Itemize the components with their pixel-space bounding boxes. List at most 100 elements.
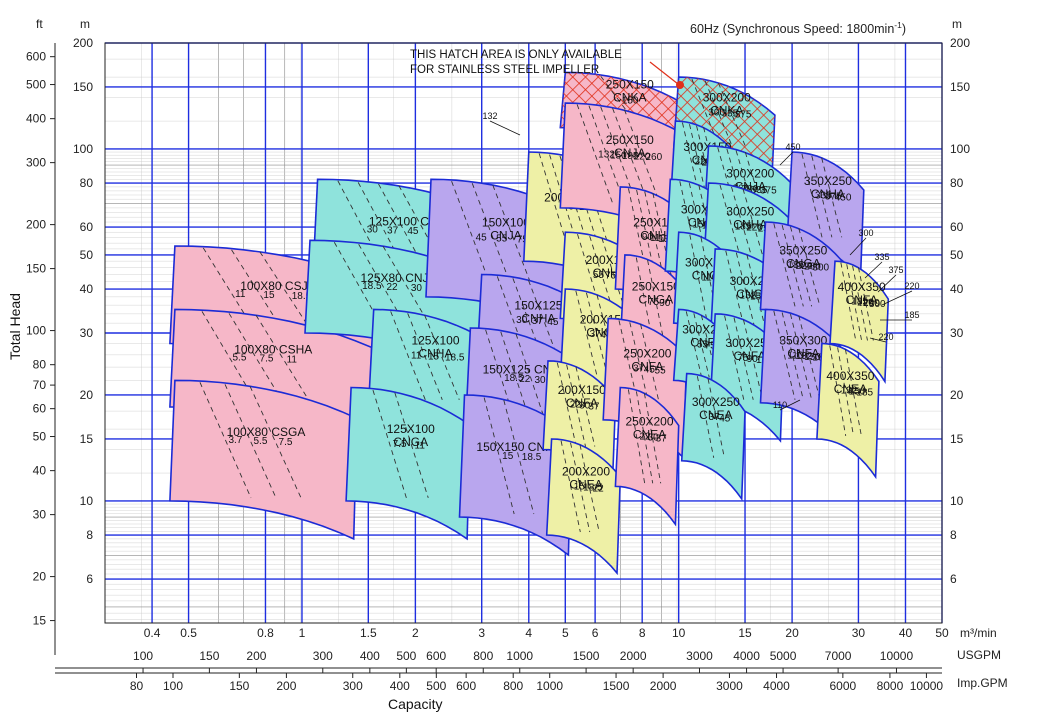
- impeller-size-line: [704, 80, 733, 147]
- usgpm-tick-label: 150: [199, 649, 219, 663]
- region-model-label: 200X200: [562, 465, 610, 479]
- impeller-size-label: 150: [804, 352, 821, 363]
- impeller-size-label: 7.5: [279, 437, 293, 448]
- ft-tick-label: 40: [33, 464, 47, 478]
- impeller-size-label: 150: [622, 95, 639, 106]
- region-model-label: 125X100: [387, 422, 435, 436]
- impeller-size-label: 150: [849, 387, 866, 398]
- impeller-size-label: 90: [747, 354, 759, 365]
- y-tick-m-left: 100: [73, 142, 93, 156]
- impeller-size-label: 132: [740, 291, 757, 302]
- impeller-size-line: [643, 393, 662, 484]
- impeller-size-label: 45: [476, 233, 488, 244]
- region-model-label: CNFA: [733, 349, 765, 363]
- impeller-size-label: 90: [659, 298, 671, 309]
- region-model-label: CNJA: [614, 146, 645, 160]
- impeller-size-line: [693, 313, 710, 378]
- impeller-size-line: [837, 347, 854, 437]
- region-model-label: 125X80 CNJA: [360, 271, 436, 285]
- impeller-size-line: [798, 315, 821, 400]
- region-model-label: 400X350: [826, 369, 874, 383]
- y-tick-m-right: 10: [950, 494, 964, 508]
- y-tick-m-right: 30: [950, 326, 964, 340]
- usgpm-tick-label: 100: [133, 649, 153, 663]
- ft-tick-label: 150: [26, 262, 46, 276]
- impgpm-tick-label: 4000: [763, 679, 790, 693]
- impeller-size-line: [224, 384, 277, 499]
- impeller-size-line: [579, 444, 600, 533]
- impeller-size-label: 260: [863, 298, 880, 309]
- impeller-size-line: [773, 310, 796, 400]
- impeller-size-label: 75: [605, 271, 617, 282]
- x-tick-m3: 4: [525, 626, 532, 640]
- impeller-size-label: 45: [600, 330, 612, 341]
- impeller-size-label: 5.5: [232, 353, 246, 364]
- impeller-size-label: 22: [386, 282, 398, 293]
- y-tick-m-left: 15: [80, 432, 94, 446]
- note-line-2: FOR STAINLESS STEEL IMPELLER: [410, 64, 599, 76]
- region-model-label: 350X250: [779, 243, 827, 257]
- ft-tick-label: 600: [26, 50, 46, 64]
- region-shape: [169, 379, 358, 541]
- impeller-size-label: 335: [722, 108, 739, 119]
- impeller-size-line: [566, 364, 586, 447]
- impeller-size-line: [840, 262, 857, 341]
- callout-leader: [877, 274, 897, 293]
- impeller-size-line: [821, 157, 843, 238]
- region-model-label: 100X80 CSJA: [240, 279, 315, 293]
- impeller-size-line: [798, 228, 821, 307]
- impeller-size-line: [790, 226, 813, 307]
- impgpm-tick-label: 150: [229, 679, 249, 693]
- impeller-size-line: [707, 378, 725, 458]
- x-tick-m3: 2: [412, 626, 419, 640]
- callout-label: 450: [785, 142, 800, 152]
- ft-tick-label: 30: [33, 508, 47, 522]
- ft-tick-label: 400: [26, 112, 46, 126]
- impeller-size-line: [685, 311, 703, 378]
- region-shape: [345, 386, 472, 541]
- impeller-size-line: [570, 442, 591, 533]
- impeller-size-line: [691, 78, 720, 147]
- x-tick-m3: 1.5: [360, 626, 377, 640]
- ft-tick-label: 15: [33, 614, 47, 628]
- impgpm-tick-label: 600: [456, 679, 476, 693]
- y-tick-m-right: 8: [950, 528, 957, 542]
- impeller-size-line: [407, 313, 443, 400]
- region-model-label: 300X200: [726, 167, 774, 181]
- y-tick-m-left: 8: [86, 528, 93, 542]
- y-tick-m-left: 10: [80, 494, 94, 508]
- x-tick-m3: 15: [738, 626, 752, 640]
- x-tick-m3: 8: [639, 626, 646, 640]
- impgpm-tick-label: 200: [276, 679, 296, 693]
- y-tick-m-right: 150: [950, 80, 970, 94]
- callout-leader: [779, 399, 801, 411]
- impeller-size-line: [689, 234, 708, 321]
- impgpm-tick-label: 8000: [877, 679, 904, 693]
- region-model-label: CNFA: [566, 396, 598, 410]
- impeller-size-label: 37: [588, 402, 600, 413]
- impeller-size-line: [515, 333, 548, 427]
- impeller-size-line: [726, 148, 751, 230]
- impeller-size-label: 300: [869, 299, 886, 310]
- impeller-size-label: 150: [750, 292, 767, 303]
- impeller-size-line: [199, 382, 252, 499]
- y-tick-m-left: 6: [86, 572, 93, 586]
- y-tick-m-left: 30: [80, 326, 94, 340]
- usgpm-tick-label: 3000: [686, 649, 713, 663]
- impeller-size-line: [503, 400, 535, 515]
- region-model-label: CNEA: [569, 478, 602, 492]
- impeller-size-label: 18.5: [445, 353, 465, 364]
- impeller-size-line: [743, 319, 764, 400]
- impgpm-tick-label: 2000: [650, 679, 677, 693]
- impeller-size-line: [249, 386, 302, 499]
- impeller-size-label: 75: [648, 297, 660, 308]
- impgpm-tick-label: 800: [503, 679, 523, 693]
- impeller-size-label: 15: [428, 352, 440, 363]
- region-model-label: 350X300: [779, 334, 827, 348]
- region-model-label: 250X150: [632, 280, 680, 294]
- left-unit-ft: ft: [36, 17, 43, 31]
